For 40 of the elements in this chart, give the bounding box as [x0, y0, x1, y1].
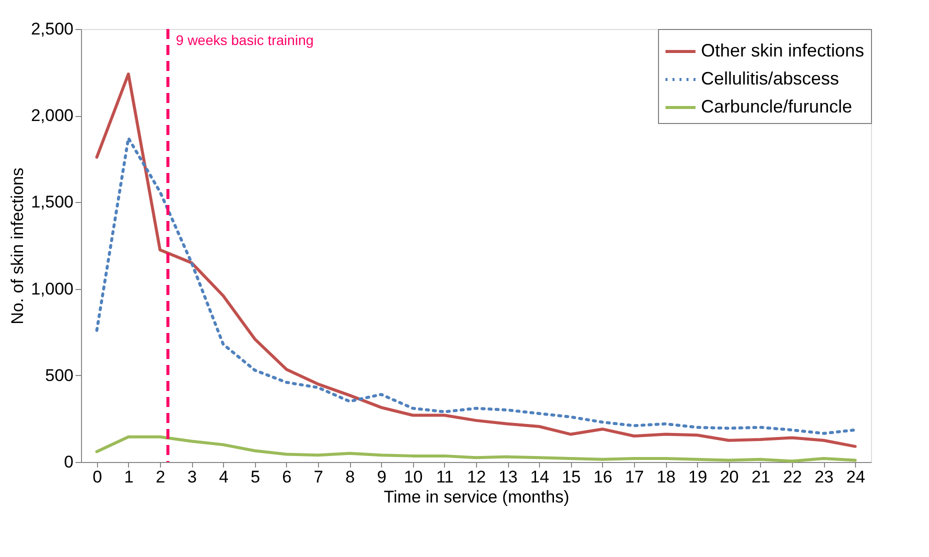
x-tick-label: 1: [124, 468, 134, 486]
legend-label: Carbuncle/furuncle: [701, 96, 852, 116]
x-tick-label: 9: [376, 468, 386, 486]
x-tick-label: 21: [751, 468, 770, 486]
x-tick-label: 11: [436, 468, 454, 486]
x-tick-label: 5: [250, 468, 260, 486]
x-tick-label: 15: [562, 468, 581, 486]
legend-label: Cellulitis/abscess: [701, 68, 840, 88]
x-tick-label: 13: [498, 468, 518, 486]
x-tick-label: 12: [467, 468, 486, 486]
y-tick-label: 0: [64, 452, 74, 472]
line-series: [95, 136, 857, 435]
y-tick-label: 1,000: [30, 279, 74, 298]
x-tick-label: 18: [656, 468, 676, 486]
y-tick-label: 1,500: [30, 192, 74, 212]
y-tick-label: 500: [45, 366, 74, 385]
x-tick-label: 14: [530, 468, 550, 486]
x-tick-label: 19: [688, 468, 708, 486]
x-tick-label: 2: [156, 468, 166, 486]
ref-line-label: 9 weeks basic training: [176, 32, 314, 48]
x-tick-label: 24: [846, 468, 866, 486]
x-tick-label: 23: [814, 468, 834, 486]
x-tick-label: 7: [314, 468, 324, 486]
x-tick-label: 10: [404, 468, 423, 486]
line-series: [95, 72, 857, 448]
line-series: [95, 435, 857, 463]
x-tick-label: 20: [720, 468, 739, 486]
x-tick-label: 6: [282, 468, 292, 486]
x-tick-label: 16: [593, 468, 612, 486]
x-tick-label: 17: [625, 468, 644, 486]
x-tick-label: 3: [187, 468, 197, 486]
y-tick-label: 2,500: [30, 20, 74, 38]
y-axis-title: No. of skin infections: [8, 168, 27, 324]
y-tick-label: 2,000: [30, 106, 74, 126]
x-tick-label: 8: [345, 468, 355, 486]
x-tick-label: 0: [92, 468, 102, 486]
x-axis-title: Time in service (months): [384, 488, 570, 506]
x-tick-label: 22: [783, 468, 802, 486]
x-tick-label: 4: [218, 468, 228, 486]
legend-label: Other skin infections: [701, 40, 864, 60]
